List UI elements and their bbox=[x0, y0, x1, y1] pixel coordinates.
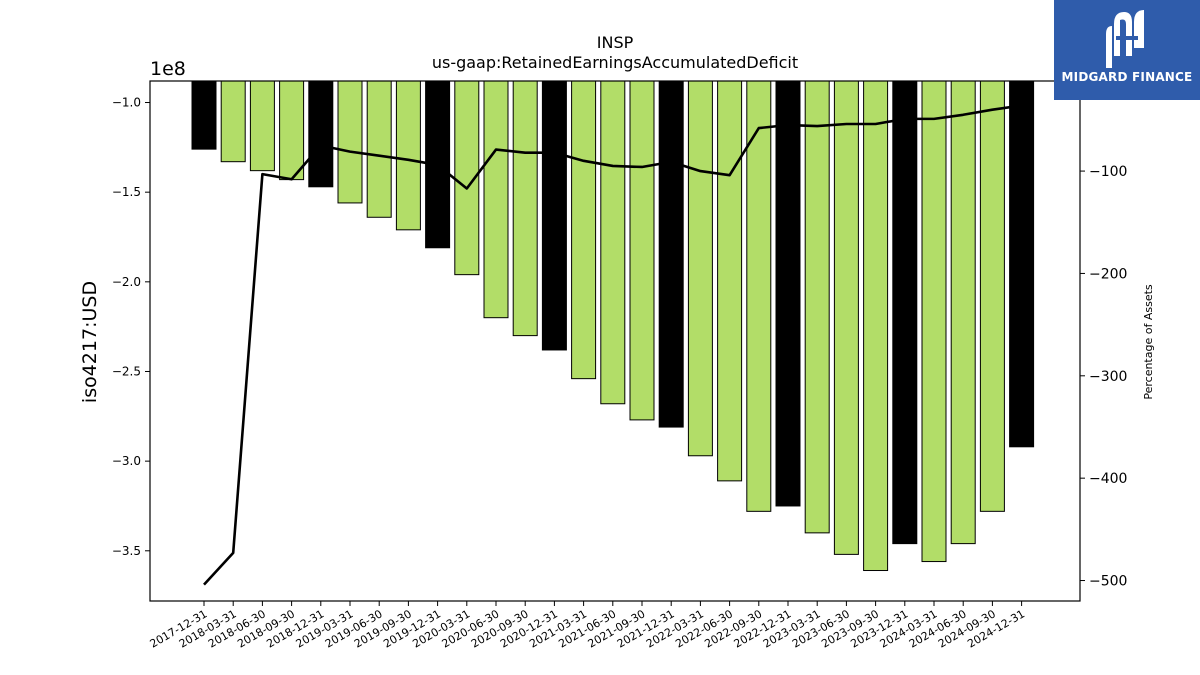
bar-2018-03-31 bbox=[220, 80, 246, 163]
bar-2021-12-31 bbox=[658, 80, 684, 428]
bar-2019-09-30 bbox=[395, 80, 421, 231]
y-tick-label: −3.5 bbox=[112, 544, 141, 558]
bar-2024-12-31 bbox=[1009, 80, 1035, 448]
chart-title: INSP bbox=[597, 33, 634, 52]
bar-2021-06-30 bbox=[600, 80, 626, 405]
bar-2020-12-31 bbox=[541, 80, 567, 351]
bar-2024-09-30 bbox=[979, 80, 1005, 512]
y2-tick-label: −100 bbox=[1089, 164, 1127, 180]
y-axis-label: iso4217:USD bbox=[79, 281, 101, 403]
midgard-logo-icon bbox=[1106, 10, 1144, 68]
y-multiplier-label: 1e8 bbox=[150, 58, 186, 80]
bar-2022-03-31 bbox=[687, 80, 713, 457]
bar-2023-03-31 bbox=[804, 80, 830, 534]
bars-layer bbox=[191, 80, 1035, 572]
chart-subtitle: us-gaap:RetainedEarningsAccumulatedDefic… bbox=[432, 53, 798, 72]
bar-2019-06-30 bbox=[366, 80, 392, 218]
bar-2023-12-31 bbox=[892, 80, 918, 545]
y-tick-label: −2.5 bbox=[112, 364, 141, 378]
y-tick-label: −1.5 bbox=[112, 185, 141, 199]
line-layer bbox=[203, 104, 1022, 586]
y-tick-label: −2.0 bbox=[112, 275, 141, 289]
bar-2019-03-31 bbox=[337, 80, 363, 204]
bar-2022-12-31 bbox=[775, 80, 801, 507]
y-tick-label: −1.0 bbox=[112, 96, 141, 110]
y2-axis-label: Percentage of Assets bbox=[1142, 284, 1155, 400]
y2-tick-label: −500 bbox=[1089, 574, 1127, 590]
bar-2023-09-30 bbox=[863, 80, 889, 572]
y2-tick-label: −400 bbox=[1089, 471, 1127, 487]
y2-tick-label: −300 bbox=[1089, 369, 1127, 385]
bar-2024-06-30 bbox=[950, 80, 976, 545]
bar-2022-06-30 bbox=[717, 80, 743, 482]
bar-2021-03-31 bbox=[571, 80, 597, 380]
bar-2020-09-30 bbox=[512, 80, 538, 337]
bar-2023-06-30 bbox=[833, 80, 859, 555]
bar-2018-09-30 bbox=[279, 80, 305, 181]
bar-2017-12-31 bbox=[191, 80, 217, 150]
percent-of-assets-line bbox=[203, 104, 1022, 586]
bar-2018-06-30 bbox=[249, 80, 275, 172]
bar-2024-03-31 bbox=[921, 80, 947, 563]
bar-2021-09-30 bbox=[629, 80, 655, 421]
y2-tick-label: −200 bbox=[1089, 266, 1127, 282]
logo-text: MIDGARD FINANCE bbox=[1061, 70, 1193, 84]
y-tick-label: −3.0 bbox=[112, 454, 141, 468]
bar-2018-12-31 bbox=[308, 80, 334, 188]
bar-2020-06-30 bbox=[483, 80, 509, 319]
plot-frame bbox=[149, 80, 1081, 602]
midgard-finance-logo: MIDGARD FINANCE bbox=[1054, 0, 1200, 100]
bar-2022-09-30 bbox=[746, 80, 772, 512]
